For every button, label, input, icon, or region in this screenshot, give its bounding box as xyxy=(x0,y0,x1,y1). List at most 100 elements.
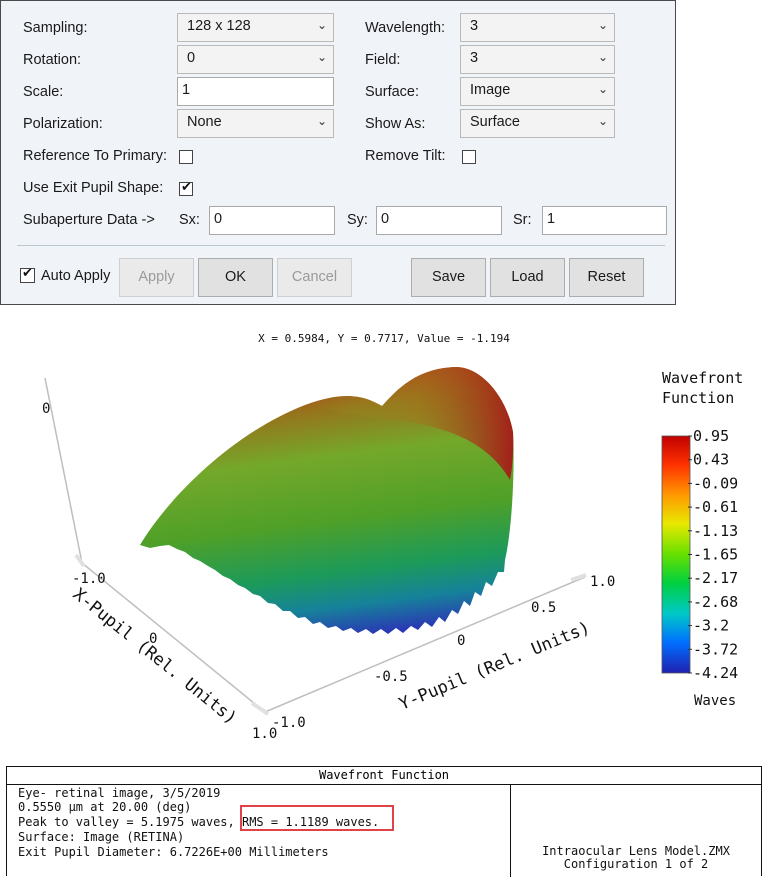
field-value: 3 xyxy=(470,50,479,66)
x-axis-line xyxy=(81,562,266,713)
colorbar xyxy=(661,435,691,674)
plot-info-footer: Wavefront Function Eye- retinal image, 3… xyxy=(6,766,762,877)
footer-divider xyxy=(510,784,511,877)
z-tick-label: 0 xyxy=(42,401,50,417)
reference-to-primary-label: Reference To Primary: xyxy=(23,148,167,164)
footer-line: Peak to valley = 5.1975 waves, RMS = 1.1… xyxy=(18,815,379,829)
chevron-down-icon: ⌄ xyxy=(316,50,327,64)
z-axis-line xyxy=(44,377,83,564)
show-as-value: Surface xyxy=(470,114,520,130)
sy-label: Sy: xyxy=(347,212,368,228)
polarization-label: Polarization: xyxy=(23,116,103,132)
footer-line: Surface: Image (RETINA) xyxy=(18,830,185,844)
remove-tilt-label: Remove Tilt: xyxy=(365,148,446,164)
wavefront-plot[interactable]: X = 0.5984, Y = 0.7717, Value = -1.194 0… xyxy=(0,0,766,766)
rotation-label: Rotation: xyxy=(23,52,82,68)
colorbar-tick-label: 0.43 xyxy=(693,451,729,469)
y-tick-label: 0.5 xyxy=(531,600,556,616)
footer-line: Eye- retinal image, 3/5/2019 xyxy=(18,786,221,800)
wavelength-value: 3 xyxy=(470,18,479,34)
chevron-down-icon: ⌄ xyxy=(597,50,608,64)
sy-input[interactable]: 0 xyxy=(376,206,502,235)
configuration-text: Configuration 1 of 2 xyxy=(563,857,709,871)
colorbar-units: Waves xyxy=(694,693,736,709)
field-label: Field: xyxy=(365,52,401,68)
show-as-dropdown[interactable]: Surface ⌄ xyxy=(460,109,615,138)
sampling-label: Sampling: xyxy=(23,20,88,36)
apply-button[interactable]: Apply xyxy=(119,258,194,297)
ok-button[interactable]: OK xyxy=(198,258,273,297)
y-tick-label: -1.0 xyxy=(272,715,306,731)
wavelength-dropdown[interactable]: 3 ⌄ xyxy=(460,13,615,42)
checkmark-icon: ✔ xyxy=(22,265,33,280)
peak-to-valley-text: Peak to valley = 5.1975 waves, xyxy=(18,815,235,829)
save-button[interactable]: Save xyxy=(411,258,486,297)
colorbar-tick-label: -1.65 xyxy=(693,546,738,564)
y-axis-title: Y-Pupil (Rel. Units) xyxy=(396,618,593,715)
colorbar-tick-label: -0.61 xyxy=(693,498,738,516)
wavefront-surface[interactable] xyxy=(140,367,514,634)
footer-line: Exit Pupil Diameter: 6.7226E+00 Millimet… xyxy=(18,845,329,859)
polarization-value: None xyxy=(187,114,222,130)
field-dropdown[interactable]: 3 ⌄ xyxy=(460,45,615,74)
load-button[interactable]: Load xyxy=(490,258,565,297)
colorbar-tick-label: -3.2 xyxy=(693,617,729,635)
colorbar-title: Function xyxy=(662,389,734,407)
polarization-dropdown[interactable]: None ⌄ xyxy=(177,109,334,138)
divider xyxy=(17,245,665,246)
sx-input[interactable]: 0 xyxy=(209,206,335,235)
remove-tilt-checkbox[interactable] xyxy=(462,150,476,164)
x-tick-label: -1.0 xyxy=(72,571,106,587)
chevron-down-icon: ⌄ xyxy=(316,18,327,32)
x-tick-label: 0 xyxy=(149,631,157,647)
colorbar-tick-label: -4.24 xyxy=(693,664,738,682)
sr-label: Sr: xyxy=(513,212,532,228)
scale-input[interactable]: 1 xyxy=(177,77,334,106)
rms-text: RMS = 1.1189 waves. xyxy=(241,815,380,829)
surface-label: Surface: xyxy=(365,84,419,100)
footer-title: Wavefront Function xyxy=(7,767,761,785)
rms-highlight-box xyxy=(240,805,394,831)
auto-apply-checkbox[interactable]: ✔ xyxy=(20,265,35,283)
surface-rim-shading xyxy=(305,367,514,480)
file-name: Intraocular Lens Model.ZMX xyxy=(542,844,730,858)
surface-dropdown[interactable]: Image ⌄ xyxy=(460,77,615,106)
use-exit-pupil-shape-checkbox[interactable]: ✔ xyxy=(179,179,193,196)
subaperture-label: Subaperture Data -> xyxy=(23,212,155,228)
colorbar-tick-label: -1.13 xyxy=(693,522,738,540)
y-tick-label: 1.0 xyxy=(590,574,615,590)
reference-to-primary-checkbox[interactable] xyxy=(179,150,193,164)
colorbar-ticks: 0.95 0.43 -0.09 -0.61 -1.13 -1.65 -2.17 -2.68 -3… xyxy=(688,427,738,682)
use-exit-pupil-shape-label: Use Exit Pupil Shape: xyxy=(23,180,164,196)
y-tick-label: -0.5 xyxy=(374,669,408,685)
wavelength-label: Wavelength: xyxy=(365,20,446,36)
cursor-readout: X = 0.5984, Y = 0.7717, Value = -1.194 xyxy=(258,332,510,345)
colorbar-tick-label: -2.68 xyxy=(693,593,738,611)
x-tick-label: 1.0 xyxy=(252,726,277,742)
sampling-value: 128 x 128 xyxy=(187,18,251,34)
chevron-down-icon: ⌄ xyxy=(316,114,327,128)
chevron-down-icon: ⌄ xyxy=(597,114,608,128)
colorbar-tick-label: -3.72 xyxy=(693,640,738,658)
auto-apply-label: Auto Apply xyxy=(41,268,111,284)
cancel-button[interactable]: Cancel xyxy=(277,258,352,297)
sampling-dropdown[interactable]: 128 x 128 ⌄ xyxy=(177,13,334,42)
chevron-down-icon: ⌄ xyxy=(597,18,608,32)
scale-label: Scale: xyxy=(23,84,64,100)
y-axis-line xyxy=(264,576,586,713)
colorbar-tick-label: -0.09 xyxy=(693,474,738,492)
chevron-down-icon: ⌄ xyxy=(597,82,608,96)
settings-panel: Sampling: 128 x 128 ⌄ Rotation: 0 ⌄ Scal… xyxy=(0,0,676,305)
colorbar-tick-label: -2.17 xyxy=(693,569,738,587)
y-tick-label: 0 xyxy=(457,633,465,649)
sx-label: Sx: xyxy=(179,212,200,228)
reset-button[interactable]: Reset xyxy=(569,258,644,297)
x-axis-title: X-Pupil (Rel. Units) xyxy=(69,584,241,728)
checkmark-icon: ✔ xyxy=(181,179,192,194)
colorbar-tick-label: 0.95 xyxy=(693,427,729,445)
colorbar-title: Wavefront xyxy=(662,369,743,387)
rotation-value: 0 xyxy=(187,50,196,66)
sr-input[interactable]: 1 xyxy=(542,206,667,235)
show-as-label: Show As: xyxy=(365,116,426,132)
rotation-dropdown[interactable]: 0 ⌄ xyxy=(177,45,334,74)
